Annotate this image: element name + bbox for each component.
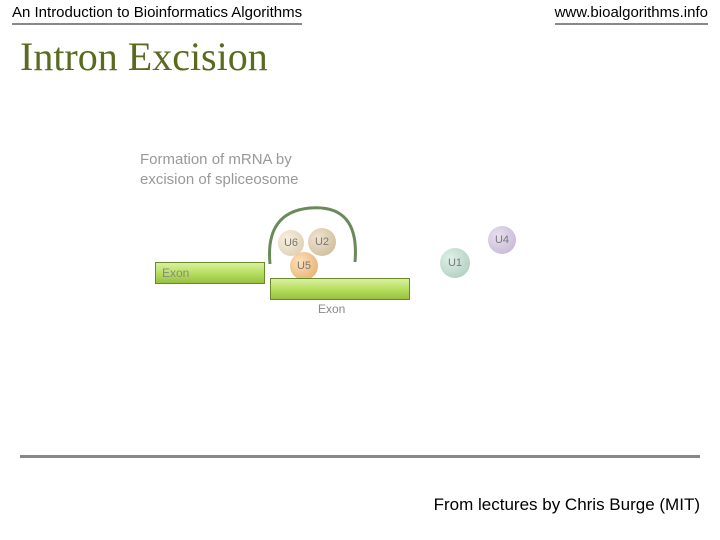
snrnp-u1: U1 (440, 248, 470, 278)
exon-2 (270, 278, 410, 300)
snrnp-u4: U4 (488, 226, 516, 254)
exon-1: Exon (155, 262, 265, 284)
header-right: www.bioalgorithms.info (555, 4, 708, 25)
divider (20, 455, 700, 458)
exon-2-label: Exon (318, 302, 345, 316)
attribution: From lectures by Chris Burge (MIT) (434, 495, 700, 515)
desc-line-2: excision of spliceosome (140, 170, 580, 190)
snrnp-u2: U2 (308, 228, 336, 256)
desc-line-1: Formation of mRNA by (140, 150, 580, 170)
diagram: Formation of mRNA by excision of spliceo… (140, 150, 580, 340)
header-left: An Introduction to Bioinformatics Algori… (12, 4, 302, 25)
diagram-description: Formation of mRNA by excision of spliceo… (140, 150, 580, 189)
exon-1-label: Exon (162, 266, 189, 280)
page-title: Intron Excision (0, 25, 720, 80)
snrnp-u5: U5 (290, 252, 318, 280)
